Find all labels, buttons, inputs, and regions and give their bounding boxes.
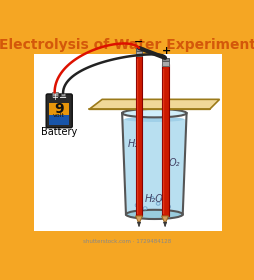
Polygon shape — [122, 119, 185, 214]
FancyBboxPatch shape — [46, 94, 72, 128]
Text: H₂O: H₂O — [144, 194, 163, 204]
FancyBboxPatch shape — [34, 54, 221, 230]
Text: −: − — [133, 36, 142, 46]
FancyBboxPatch shape — [49, 115, 69, 125]
FancyBboxPatch shape — [135, 51, 142, 56]
FancyBboxPatch shape — [161, 58, 168, 61]
Ellipse shape — [122, 109, 186, 117]
Polygon shape — [137, 222, 140, 227]
Polygon shape — [135, 216, 142, 224]
Ellipse shape — [125, 210, 182, 219]
Text: H₂: H₂ — [127, 139, 138, 149]
Text: 9: 9 — [54, 102, 64, 116]
Text: shutterstock.com · 1729484128: shutterstock.com · 1729484128 — [83, 239, 171, 244]
Text: Electrolysis of Water Experiment: Electrolysis of Water Experiment — [0, 38, 254, 52]
FancyBboxPatch shape — [49, 103, 69, 115]
FancyBboxPatch shape — [161, 64, 168, 216]
Polygon shape — [163, 222, 166, 227]
Ellipse shape — [124, 116, 184, 122]
FancyBboxPatch shape — [30, 32, 225, 54]
FancyBboxPatch shape — [51, 92, 57, 95]
Text: +: + — [161, 46, 171, 56]
FancyBboxPatch shape — [161, 61, 168, 66]
Polygon shape — [89, 99, 219, 109]
Text: +: + — [51, 92, 58, 102]
Text: −: − — [59, 93, 67, 103]
Text: Battery: Battery — [41, 127, 77, 137]
Text: volt: volt — [53, 113, 65, 118]
FancyBboxPatch shape — [135, 54, 142, 216]
FancyBboxPatch shape — [60, 93, 65, 95]
Polygon shape — [161, 216, 168, 224]
FancyBboxPatch shape — [135, 48, 142, 51]
Text: O₂: O₂ — [168, 158, 179, 168]
